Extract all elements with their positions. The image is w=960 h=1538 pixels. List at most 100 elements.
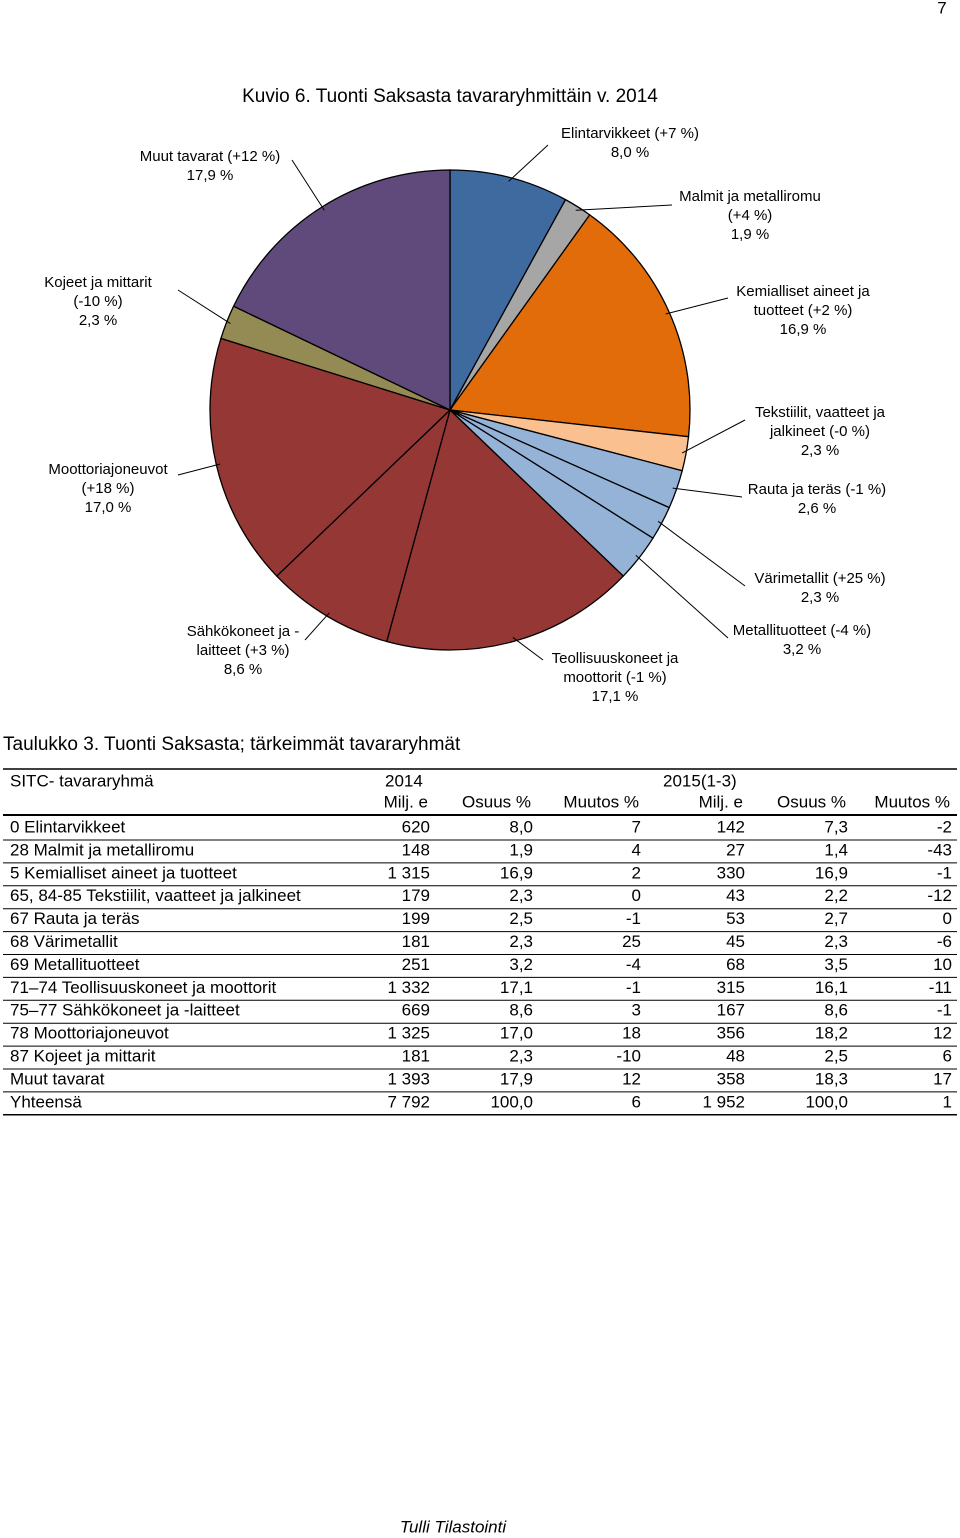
table-cell: 8,6 [824, 1001, 848, 1020]
slice-label: Elintarvikkeet (+7 %) [561, 125, 699, 142]
table-cell: 1,4 [824, 840, 848, 859]
table-cell: 8,0 [509, 817, 533, 836]
table-title: Taulukko 3. Tuonti Saksasta; tärkeimmät … [3, 734, 461, 755]
table-cell: 1,9 [509, 840, 533, 859]
table-header: SITC- tavararyhmä [10, 771, 154, 790]
table-cell: 199 [402, 909, 430, 928]
table-cell: 330 [717, 863, 745, 882]
table-cell: 2,3 [509, 886, 533, 905]
chart-title: Kuvio 6. Tuonti Saksasta tavararyhmittäi… [242, 86, 658, 107]
table-cell: 1 [943, 1092, 952, 1111]
table-cell: 53 [726, 909, 745, 928]
table-subheader: Muutos % [563, 792, 639, 811]
table-cell: 167 [717, 1001, 745, 1020]
table-cell: 69 Metallituotteet [10, 955, 140, 974]
table-cell: 620 [402, 817, 430, 836]
table-cell: 179 [402, 886, 430, 905]
table-cell: -43 [927, 840, 952, 859]
slice-label: laitteet (+3 %) [197, 642, 290, 659]
table-cell: 48 [726, 1046, 745, 1065]
table-cell: -4 [626, 955, 641, 974]
slice-label: Tekstiilit, vaatteet ja [755, 404, 886, 421]
table-cell: -1 [626, 978, 641, 997]
leader-line [657, 520, 746, 587]
slice-value-label: 1,9 % [731, 226, 769, 243]
leader-line [635, 555, 729, 639]
table-cell: 356 [717, 1024, 745, 1043]
table-cell: 27 [726, 840, 745, 859]
slice-label: Rauta ja teräs (-1 %) [748, 481, 886, 498]
footer: Tulli Tilastointi [400, 1517, 508, 1536]
table-cell: 2,3 [509, 932, 533, 951]
table-cell: 0 [632, 886, 641, 905]
table-cell: 4 [632, 840, 641, 859]
table-cell: 1 393 [387, 1069, 430, 1088]
leader-line [177, 463, 221, 476]
page-number: 7 [937, 0, 946, 17]
table-cell: 17,9 [500, 1069, 533, 1088]
slice-value-label: 2,6 % [798, 500, 836, 517]
table-cell: 75–77 Sähkökoneet ja -laitteet [10, 1001, 240, 1020]
pie-slice [275, 407, 452, 643]
slice-label: (-10 %) [73, 293, 122, 310]
table-subheader: Osuus % [462, 792, 531, 811]
slice-value-label: 2,3 % [801, 589, 839, 606]
table-cell: 6 [632, 1092, 641, 1111]
table-cell: 18 [622, 1024, 641, 1043]
table-cell: 71–74 Teollisuuskoneet ja moottorit [10, 978, 276, 997]
leader-line [177, 289, 231, 324]
table-cell: 67 Rauta ja teräs [10, 909, 139, 928]
table-cell: 10 [933, 955, 952, 974]
leader-line [508, 144, 549, 182]
table-subheader: Osuus % [777, 792, 846, 811]
table-cell: 181 [402, 1046, 430, 1065]
table-cell: 1 952 [702, 1092, 745, 1111]
slice-value-label: 16,9 % [780, 321, 827, 338]
slice-label: tuotteet (+2 %) [754, 302, 853, 319]
table-cell: -6 [937, 932, 952, 951]
table-cell: 251 [402, 955, 430, 974]
slice-label: (+4 %) [728, 207, 773, 224]
table-cell: 87 Kojeet ja mittarit [10, 1046, 156, 1065]
table-cell: 7 792 [387, 1092, 430, 1111]
table-cell: 3,2 [509, 955, 533, 974]
table-cell: 65, 84-85 Tekstiilit, vaatteet ja jalkin… [10, 886, 301, 905]
table-cell: Yhteensä [10, 1092, 82, 1111]
slice-label: moottorit (-1 %) [563, 669, 666, 686]
table-cell: 1 332 [387, 978, 430, 997]
slice-value-label: 8,6 % [224, 661, 262, 678]
table-cell: 18,2 [815, 1024, 848, 1043]
leader-line [575, 204, 673, 211]
table-cell: 3,5 [824, 955, 848, 974]
table-cell: 100,0 [805, 1092, 848, 1111]
table-cell: 0 [943, 909, 952, 928]
table-cell: 68 Värimetallit [10, 932, 118, 951]
table-cell: -11 [929, 978, 952, 997]
table-cell: 2,3 [824, 932, 848, 951]
table-cell: 16,1 [815, 978, 848, 997]
table-cell: 8,6 [509, 1001, 533, 1020]
slice-label: Metallituotteet (-4 %) [733, 622, 871, 639]
leader-line [665, 297, 729, 315]
table-cell: 28 Malmit ja metalliromu [10, 840, 194, 859]
table-cell: 2,5 [509, 909, 533, 928]
table-cell: 181 [402, 932, 430, 951]
slice-value-label: 3,2 % [783, 641, 821, 658]
table-cell: 18,3 [815, 1069, 848, 1088]
slice-label: Moottoriajoneuvot [48, 461, 168, 478]
table-cell: 142 [717, 817, 745, 836]
table-cell: -12 [927, 886, 952, 905]
pie-slice [449, 169, 567, 411]
table-cell: 7 [632, 817, 641, 836]
table-cell: 2 [632, 863, 641, 882]
table-cell: 5 Kemialliset aineet ja tuotteet [10, 863, 237, 882]
table-cell: 12 [622, 1069, 641, 1088]
pie-slice [448, 213, 691, 438]
table-cell: -1 [626, 909, 641, 928]
table-cell: 1 315 [387, 863, 430, 882]
table-cell: -2 [937, 817, 952, 836]
table-header: 2014 [385, 771, 423, 790]
table-cell: 7,3 [824, 817, 848, 836]
slice-label: Värimetallit (+25 %) [754, 570, 885, 587]
